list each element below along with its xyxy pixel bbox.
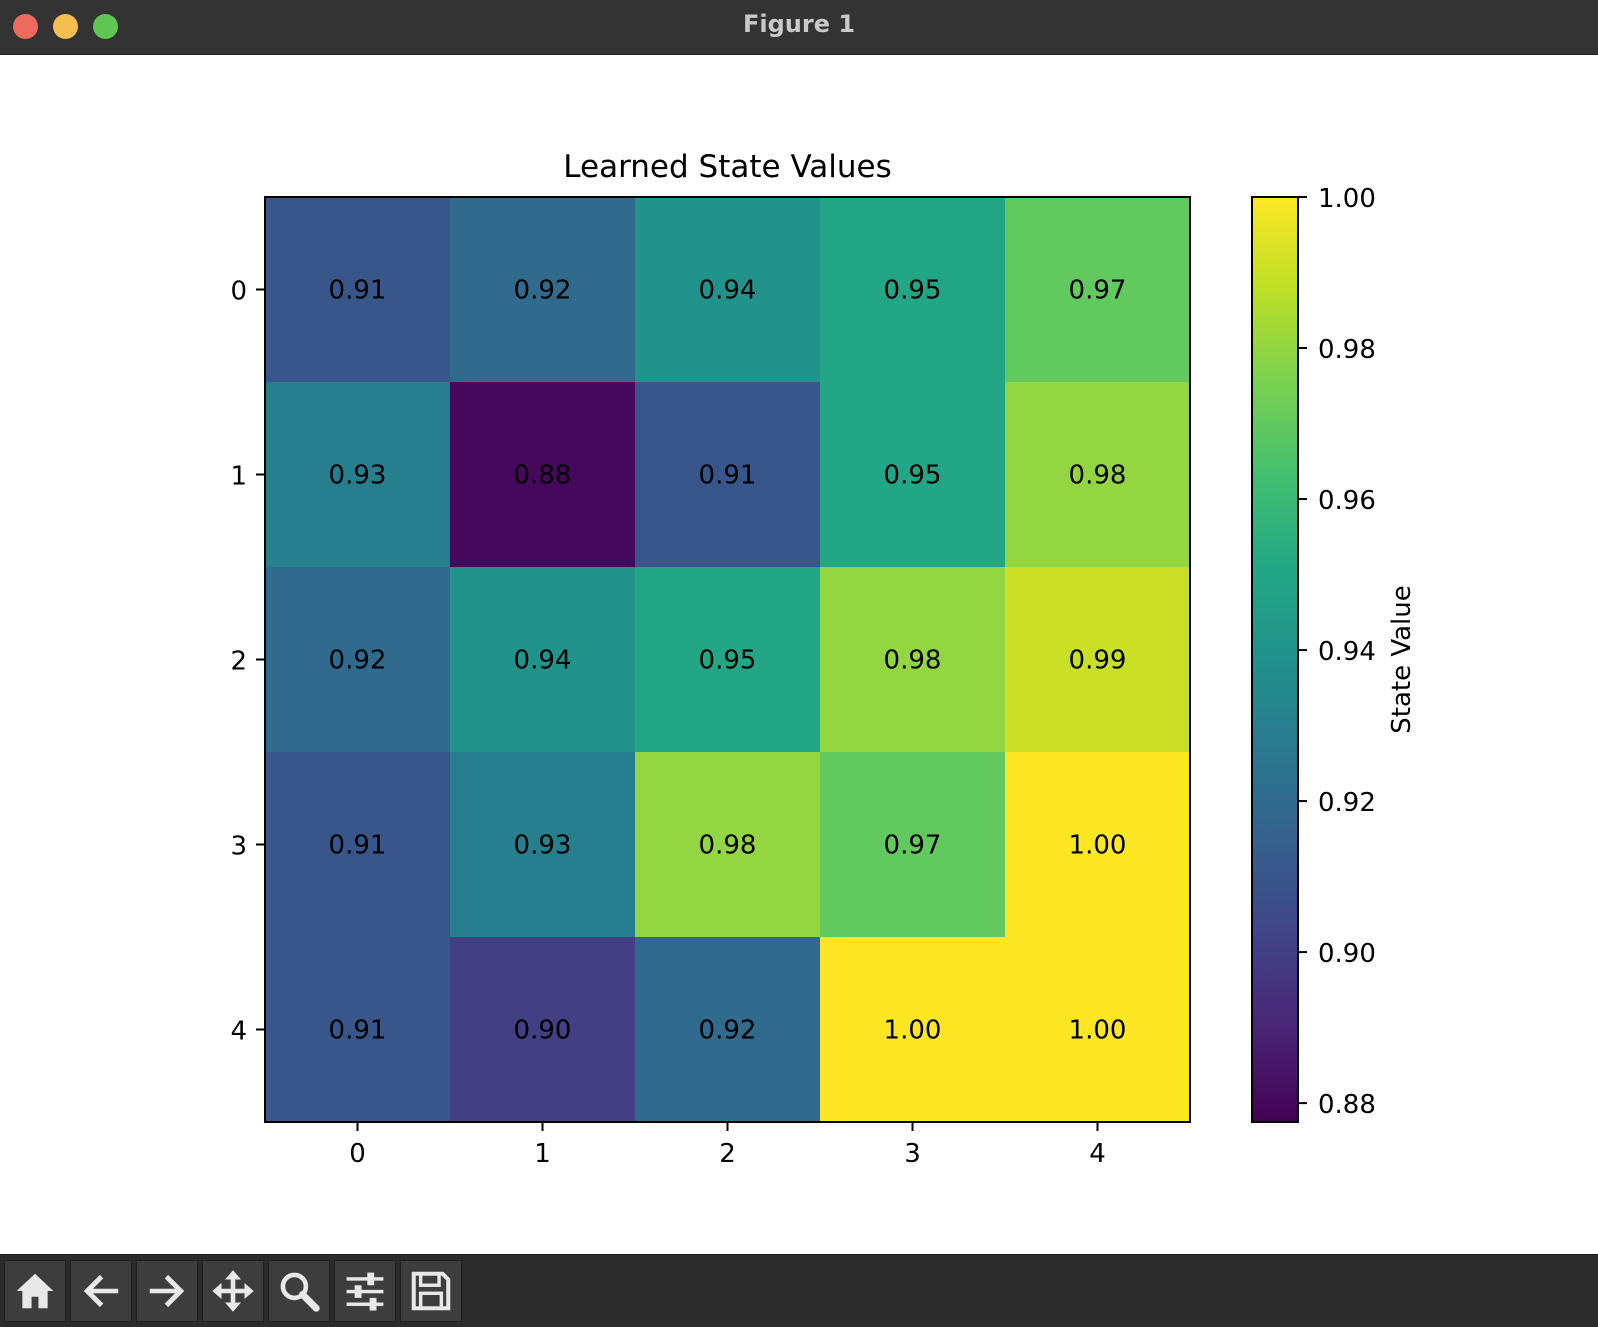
x-tick-label: 3 <box>904 1139 921 1169</box>
cell-value-label: 0.98 <box>1069 461 1127 491</box>
heatmap-cell <box>820 937 1006 1123</box>
cell-value-label: 0.91 <box>329 276 387 306</box>
move-icon <box>212 1270 254 1312</box>
heatmap-cell <box>450 937 636 1123</box>
heatmap-cell <box>635 197 821 383</box>
colorbar-tick-label: 0.96 <box>1318 486 1376 516</box>
cell-value-label: 0.95 <box>884 276 942 306</box>
colorbar-tick-label: 0.92 <box>1318 788 1376 818</box>
heatmap-cell <box>265 197 451 383</box>
cell-value-label: 0.98 <box>884 646 942 676</box>
heatmap-cell <box>450 197 636 383</box>
cell-value-labels: 0.91 0.92 0.94 0.95 0.97 0.93 0.88 0.91 0.95 0.98… <box>329 276 1127 1046</box>
heatmap-cell <box>635 937 821 1123</box>
heatmap-cell <box>1005 382 1191 568</box>
heatmap-cell <box>1005 752 1191 938</box>
cell-value-label: 0.91 <box>699 461 757 491</box>
minimize-window-button[interactable] <box>53 14 78 39</box>
heatmap-cell <box>450 382 636 568</box>
colorbar-tick-label: 0.90 <box>1318 939 1376 969</box>
heatmap-cell <box>820 752 1006 938</box>
magnifier-icon <box>280 1272 320 1312</box>
back-button[interactable] <box>70 1260 132 1322</box>
cell-value-label: 0.95 <box>699 646 757 676</box>
colorbar-ticks: 0.88 0.90 0.92 0.94 0.96 0.98 1.00 <box>1298 184 1376 1120</box>
x-tick-label: 0 <box>349 1139 366 1169</box>
zoom-button[interactable] <box>268 1260 330 1322</box>
title-bar: Figure 1 <box>0 0 1598 55</box>
heatmap-cell <box>1005 567 1191 753</box>
navigation-toolbar <box>0 1254 1598 1327</box>
x-tick-label: 2 <box>719 1139 736 1169</box>
y-tick-label: 2 <box>230 647 247 677</box>
heatmap-cell <box>1005 937 1191 1123</box>
maximize-window-button[interactable] <box>93 14 118 39</box>
cell-value-label: 0.90 <box>514 1016 572 1046</box>
x-tick-label: 4 <box>1089 1139 1106 1169</box>
window-title: Figure 1 <box>742 10 856 38</box>
x-tick-label: 1 <box>534 1139 551 1169</box>
heatmap-plot: 0.91 0.92 0.94 0.95 0.97 0.93 0.88 0.91 0.95 0.98… <box>230 184 1417 1170</box>
cell-value-label: 0.97 <box>1069 276 1127 306</box>
cell-value-label: 0.88 <box>514 461 572 491</box>
heatmap-cell <box>265 382 451 568</box>
cell-value-label: 0.92 <box>699 1016 757 1046</box>
save-button[interactable] <box>400 1260 462 1322</box>
heatmap-cell <box>635 752 821 938</box>
heatmap-cell <box>265 567 451 753</box>
cell-value-label: 1.00 <box>1069 1016 1127 1046</box>
cell-value-label: 0.94 <box>699 276 757 306</box>
heatmap-cells <box>265 197 1191 1123</box>
cell-value-label: 0.93 <box>514 831 572 861</box>
y-tick-label: 4 <box>230 1017 247 1047</box>
cell-value-label: 0.92 <box>514 276 572 306</box>
heatmap-cell <box>265 937 451 1123</box>
heatmap-cell <box>820 567 1006 753</box>
heatmap-cell <box>635 382 821 568</box>
cell-value-label: 0.92 <box>329 646 387 676</box>
pan-button[interactable] <box>202 1260 264 1322</box>
sliders-icon <box>346 1272 384 1311</box>
cell-value-label: 0.99 <box>1069 646 1127 676</box>
cell-value-label: 0.91 <box>329 1016 387 1046</box>
arrow-left-icon <box>83 1274 119 1308</box>
colorbar-tick-label: 0.98 <box>1318 335 1376 365</box>
y-tick-label: 0 <box>230 277 247 307</box>
colorbar <box>1251 196 1299 1123</box>
cell-value-label: 0.97 <box>884 831 942 861</box>
configure-subplots-button[interactable] <box>334 1260 396 1322</box>
colorbar-tick-label: 0.94 <box>1318 637 1376 667</box>
chart-title: Learned State Values <box>563 149 892 185</box>
cell-value-label: 0.94 <box>514 646 572 676</box>
colorbar-tick-label: 1.00 <box>1318 184 1376 214</box>
forward-button[interactable] <box>136 1260 198 1322</box>
heatmap-cell <box>635 567 821 753</box>
home-button[interactable] <box>4 1260 66 1322</box>
heatmap-cell <box>1005 197 1191 383</box>
cell-value-label: 0.91 <box>329 831 387 861</box>
cell-value-label: 0.98 <box>699 831 757 861</box>
cell-value-label: 1.00 <box>884 1016 942 1046</box>
cell-value-label: 1.00 <box>1069 831 1127 861</box>
cell-value-label: 0.93 <box>329 461 387 491</box>
floppy-disk-icon <box>411 1271 451 1311</box>
figure-canvas: Learned State Values 0.91 0.92 <box>0 55 1598 1255</box>
home-icon <box>16 1273 54 1309</box>
colorbar-label: State Value <box>1387 585 1417 733</box>
heatmap-cell <box>265 752 451 938</box>
close-window-button[interactable] <box>13 14 38 39</box>
colorbar-tick-label: 0.88 <box>1318 1090 1376 1120</box>
cell-value-label: 0.95 <box>884 461 942 491</box>
arrow-right-icon <box>149 1274 185 1308</box>
y-tick-label: 3 <box>230 832 247 862</box>
heatmap-cell <box>450 752 636 938</box>
y-tick-label: 1 <box>230 462 247 492</box>
axis-ticks: 0 1 2 3 4 0 1 2 3 4 <box>230 277 1105 1170</box>
heatmap-cell <box>820 382 1006 568</box>
heatmap-cell <box>450 567 636 753</box>
heatmap-cell <box>820 197 1006 383</box>
